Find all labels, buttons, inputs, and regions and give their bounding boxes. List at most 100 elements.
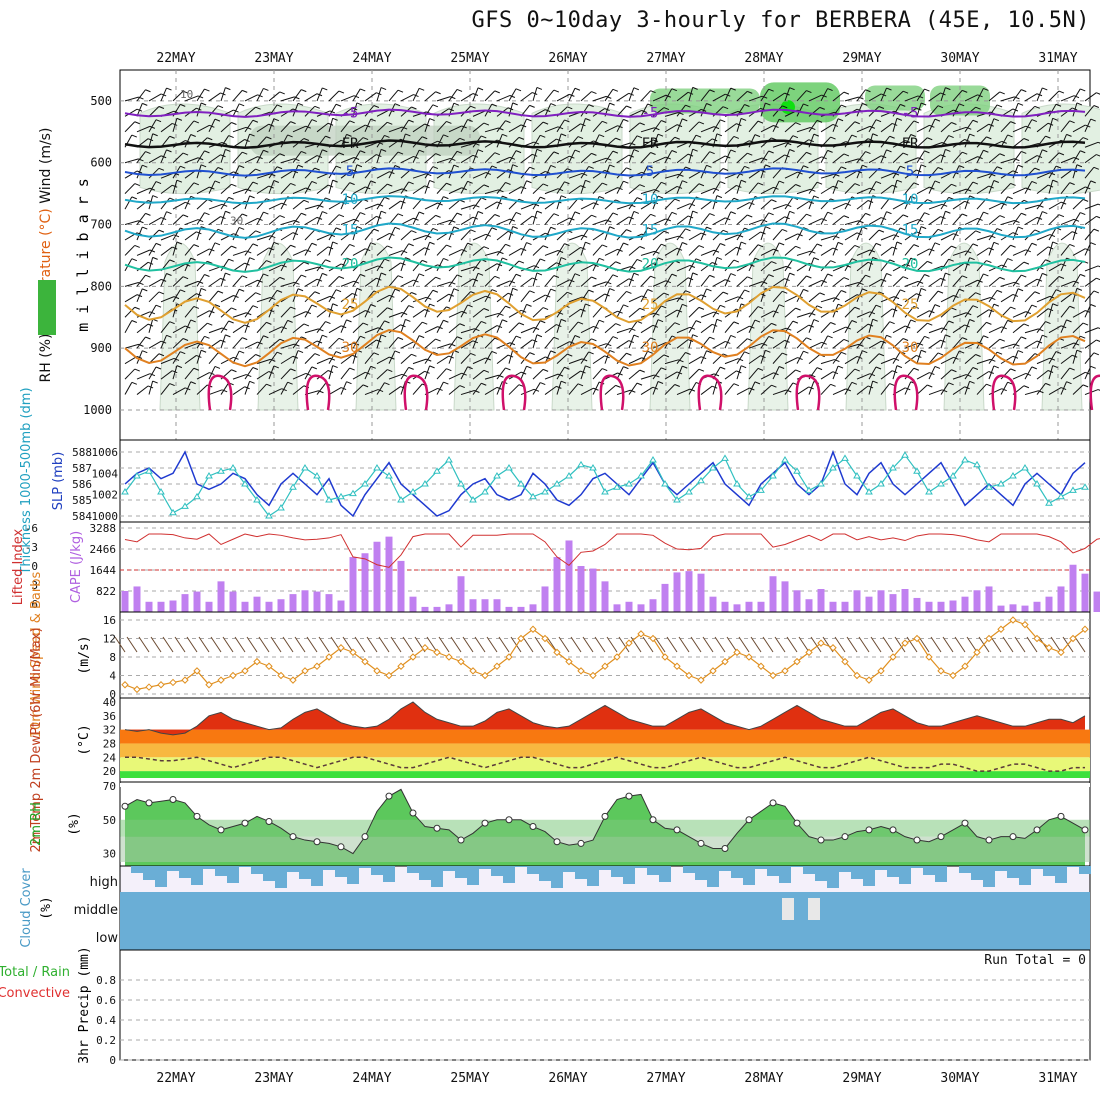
y-tick-wind: 0 [109, 688, 116, 701]
rh-point [697, 839, 705, 847]
wind-barb [618, 636, 630, 653]
wind-barb [930, 636, 942, 653]
wind-point [469, 667, 477, 675]
cape-bar [925, 601, 933, 612]
thickness-point [937, 480, 945, 487]
wind-point [1045, 644, 1053, 652]
wind-barb [990, 636, 1002, 653]
y-tick-slp: 1002 [92, 489, 119, 502]
wind-axis-title: 10m Wind Speed & Barbs [29, 572, 44, 739]
y-tick-precip: 0.4 [96, 1014, 116, 1027]
thickness-point [565, 472, 573, 479]
thermal-low-contour [697, 374, 723, 411]
thickness-point [253, 496, 261, 503]
y-tick: 600 [90, 156, 112, 170]
rh-point [1081, 826, 1089, 834]
thickness-point [901, 451, 909, 458]
cape-bar [913, 597, 921, 612]
slp-axis-title2: SLP (mb) [51, 452, 66, 511]
cape-bar [601, 581, 609, 612]
wind-barb [570, 636, 582, 653]
wind-panel-frame [119, 611, 1091, 699]
wind-barb [642, 636, 654, 653]
cloud-high-bar [719, 866, 731, 871]
thickness-point [385, 472, 393, 479]
wind-point [289, 676, 297, 684]
contour-label: 25 [902, 297, 919, 313]
rh-point [553, 838, 561, 846]
cape-bar [133, 586, 141, 612]
cape-bar [793, 590, 801, 612]
wind-barb [678, 636, 690, 653]
wind-barb [762, 636, 774, 653]
rh-point [361, 833, 369, 841]
wind-point [937, 667, 945, 675]
cape-bar [1093, 591, 1100, 612]
x-tick-top: 28MAY [744, 51, 783, 66]
rh-area [923, 103, 1015, 195]
y-tick-li: 3 [31, 579, 38, 592]
cape-bar [397, 560, 405, 612]
cloud-high-bar [227, 866, 239, 883]
cloud-high-bar [155, 866, 167, 887]
thickness-point [325, 496, 333, 503]
y-tick-temp: 40 [103, 696, 116, 709]
cloud-high-bar [1079, 866, 1091, 874]
rh-mask [120, 783, 1090, 787]
cape-bar [325, 594, 333, 612]
cape-bar [553, 557, 561, 612]
cloud-high-bar [827, 866, 839, 888]
y-tick-li: 6 [31, 598, 38, 611]
cape-bar [661, 583, 669, 612]
wind-point [169, 678, 177, 687]
cloud-level-label: middle [74, 903, 118, 918]
wind-barb [198, 636, 210, 653]
wind-point [613, 653, 621, 661]
cloud-high-bar [467, 866, 479, 885]
cape-bar [229, 591, 237, 612]
cloud-high-bar [143, 866, 155, 880]
wind-point [793, 657, 801, 666]
cape-bar [673, 572, 681, 612]
rh-column [453, 242, 495, 411]
contour-label: 10 [902, 192, 919, 208]
y-tick-wind: 8 [109, 651, 116, 664]
rh-point [1057, 812, 1065, 820]
wind-barb [966, 636, 978, 653]
cloud-high-bar [971, 866, 983, 880]
thickness-point [733, 480, 741, 487]
x-tick-bottom: 28MAY [744, 1071, 783, 1086]
thickness-point [505, 464, 513, 471]
cape-bar [529, 604, 537, 612]
wind-point [901, 639, 909, 647]
thickness-point [841, 454, 849, 461]
thermal-low-contour [893, 374, 919, 411]
y-tick: 500 [90, 94, 112, 108]
temp-contour-25 [124, 285, 1086, 324]
wind-point [1069, 634, 1077, 643]
rh-point [601, 812, 609, 820]
thickness-point [949, 472, 957, 479]
x-tick-top: 30MAY [940, 51, 979, 66]
cape-bar [1081, 573, 1089, 612]
cape-bar [997, 605, 1005, 612]
x-tick-bottom: 31MAY [1038, 1071, 1077, 1086]
rh-point [841, 833, 849, 841]
wind-barb [162, 636, 174, 653]
contour-label: -5 [642, 105, 659, 121]
cloud-high-bar [347, 866, 359, 884]
precip-panel-frame [119, 949, 1091, 1061]
cloud-high-bar [863, 866, 875, 886]
cape-bar [817, 589, 825, 612]
rh-column [257, 242, 299, 411]
y-tick-precip: 0.2 [96, 1034, 116, 1047]
thickness-point [1057, 492, 1065, 500]
rh-band [120, 836, 1090, 862]
thickness-point [553, 480, 561, 487]
thickness-point [925, 488, 933, 495]
cloud-high-bar [623, 866, 635, 884]
contour-label: 25 [342, 297, 359, 313]
y-tick-wind: 4 [109, 670, 116, 683]
rh-area [139, 103, 231, 195]
contour-label: 10 [342, 192, 359, 208]
